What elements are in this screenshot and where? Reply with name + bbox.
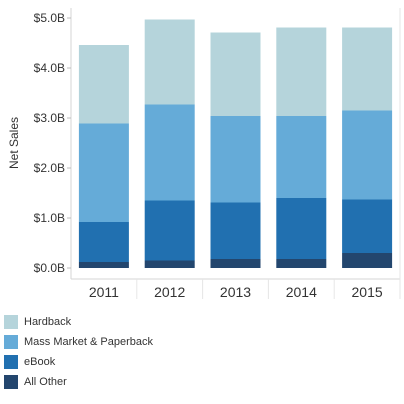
legend-item[interactable]: eBook (0, 352, 55, 372)
bar-segment-ebook (276, 198, 327, 259)
y-tick-label: $1.0B (34, 211, 65, 225)
bar-segment-ebook (78, 222, 129, 262)
y-tick-label: $0.0B (34, 261, 65, 275)
bar-segment-hardback (276, 27, 327, 116)
bar-segment-hardback (144, 19, 195, 105)
bar-stack-2014 (276, 27, 327, 268)
y-tick-label: $4.0B (34, 61, 65, 75)
legend-swatch (4, 315, 18, 329)
legend-item[interactable]: Mass Market & Paperback (0, 332, 153, 352)
x-tick-label: 2015 (352, 284, 383, 300)
bar-segment-ebook (210, 202, 261, 259)
legend-swatch (4, 375, 18, 389)
x-tick-label: 2011 (89, 284, 119, 300)
legend-item[interactable]: Hardback (0, 312, 71, 332)
bar-segment-all-other (78, 262, 129, 268)
y-tick-label: $2.0B (34, 161, 65, 175)
bar-segment-all-other (276, 259, 327, 268)
bar-segment-mass-market-paperback (276, 116, 327, 198)
legend-swatch (4, 335, 18, 349)
bar-segment-ebook (342, 199, 393, 253)
bar-stack-2011 (78, 45, 129, 268)
legend-label: eBook (24, 356, 56, 368)
bar-segment-all-other (210, 259, 261, 268)
x-axis: 2011 2012 2013 2014 2015 (71, 8, 401, 300)
x-tick-label: 2014 (286, 284, 317, 300)
bar-segment-mass-market-paperback (78, 123, 129, 222)
y-tick-label: $3.0B (34, 111, 65, 125)
legend-label: Mass Market & Paperback (24, 336, 153, 348)
y-tick-label: $5.0B (34, 11, 65, 25)
bar-segment-hardback (210, 32, 261, 116)
legend-label: Hardback (24, 316, 72, 328)
bar-segment-hardback (78, 45, 129, 124)
bar-segment-all-other (144, 260, 195, 268)
x-tick-label: 2012 (154, 284, 185, 300)
legend-item[interactable]: All Other (0, 372, 67, 392)
bar-stack-2015 (342, 27, 393, 268)
stacked-bar-chart: Net Sales $0.0B $1.0B $2.0B $3.0B $4.0B $5.0B… (7, 8, 401, 300)
bar-segment-ebook (144, 200, 195, 261)
y-axis-label: Net Sales (7, 117, 21, 169)
legend-label: All Other (24, 376, 67, 388)
y-axis: $0.0B $1.0B $2.0B $3.0B $4.0B $5.0B (34, 8, 72, 279)
bar-segment-mass-market-paperback (342, 110, 393, 200)
bar-segment-hardback (342, 27, 393, 111)
bar-stack-2013 (210, 32, 261, 268)
bars (78, 19, 393, 268)
bar-segment-mass-market-paperback (210, 116, 261, 203)
bar-stack-2012 (144, 19, 195, 268)
legend-swatch (4, 355, 18, 369)
bar-segment-all-other (342, 253, 393, 268)
bar-segment-mass-market-paperback (144, 104, 195, 201)
x-tick-label: 2013 (220, 284, 251, 300)
